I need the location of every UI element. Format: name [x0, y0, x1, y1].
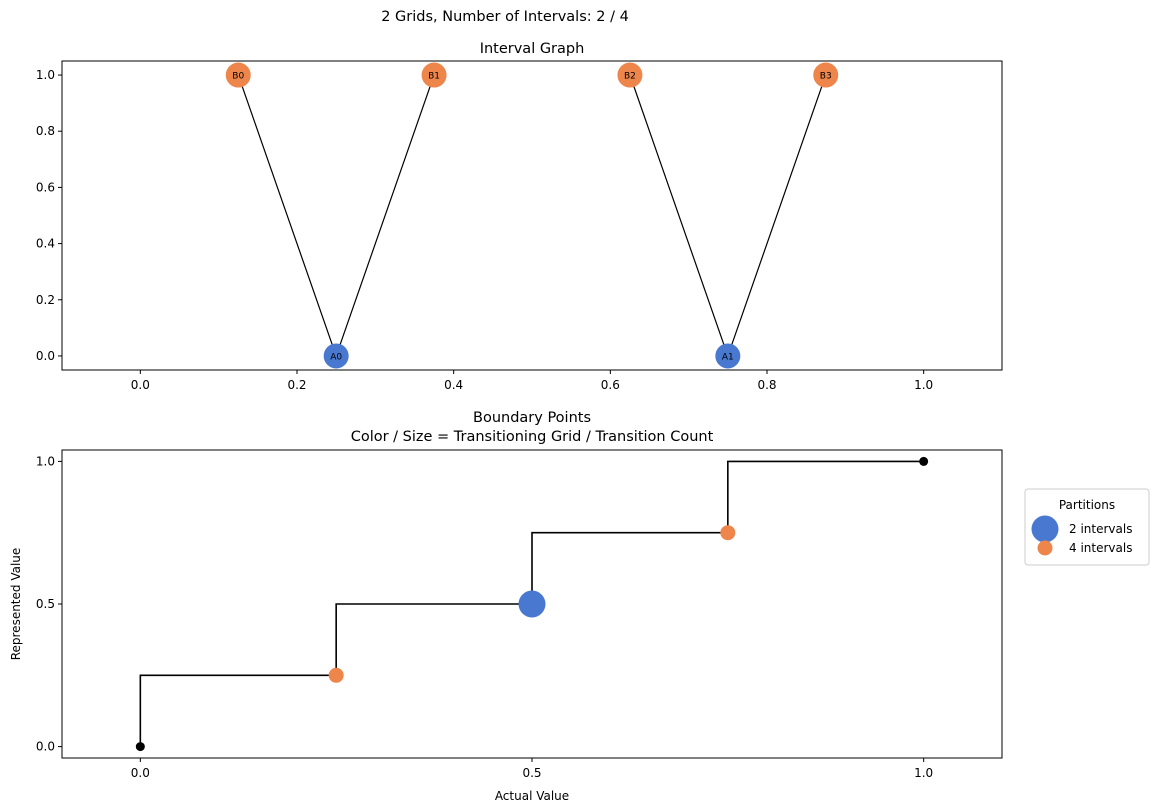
interval-graph-x-tick-label: 0.4 [444, 378, 463, 392]
y-axis-label: Represented Value [9, 548, 23, 661]
partitions-legend: Partitions 2 intervals 4 intervals [1024, 488, 1150, 566]
interval-graph-y-tick-label: 0.4 [36, 237, 55, 251]
interval-graph-y-tick-label: 1.0 [36, 68, 55, 82]
boundary-points-x-tick-label: 1.0 [914, 766, 933, 780]
boundary-points-x-tick-label: 0.0 [131, 766, 150, 780]
graph-node [323, 343, 349, 369]
interval-graph-x-tick-label: 0.8 [757, 378, 776, 392]
boundary-points-y-tick-label: 1.0 [36, 454, 55, 468]
boundary-points-x-tick-label: 0.5 [522, 766, 541, 780]
graph-node [617, 62, 643, 88]
interval-graph-x-tick-label: 0.0 [131, 378, 150, 392]
boundary-points-y-tick-label: 0.5 [36, 597, 55, 611]
transition-point [518, 590, 546, 618]
legend-box [1024, 488, 1150, 566]
legend-label: 4 intervals [1069, 541, 1132, 555]
graph-node-label: B0 [232, 72, 244, 82]
interval-graph-y-tick-label: 0.2 [36, 293, 55, 307]
boundary-points-axes: Boundary Points Color / Size = Transition… [9, 410, 1003, 803]
transition-point [720, 525, 736, 541]
x-axis-label: Actual Value [495, 789, 569, 803]
graph-node [421, 62, 447, 88]
graph-edge [727, 74, 827, 357]
interval-graph-x-tick-label: 0.6 [601, 378, 620, 392]
graph-node-label: A1 [722, 352, 734, 362]
graph-node [225, 62, 251, 88]
interval-graph-frame [61, 60, 1003, 371]
interval-graph-axes: Interval Graph 0.0 0.2 0.4 0.6 0.8 1.0 0.0 0.2 0.… [36, 41, 1003, 392]
interval-graph-x-tick-label: 1.0 [914, 378, 933, 392]
interval-graph-y-tick-label: 0.6 [36, 180, 55, 194]
graph-node-label: B3 [820, 72, 832, 82]
endpoint-marker [919, 456, 929, 466]
interval-graph-y-tick-label: 0.8 [36, 124, 55, 138]
graph-node-label: A0 [330, 352, 342, 362]
boundary-points-subtitle: Color / Size = Transitioning Grid / Tran… [351, 429, 714, 445]
graph-node [813, 62, 839, 88]
graph-node [715, 343, 741, 369]
graph-edge [335, 74, 435, 357]
legend-title: Partitions [1059, 498, 1115, 512]
interval-graph-x-tick-label: 0.2 [287, 378, 306, 392]
boundary-points-y-tick-label: 0.0 [36, 740, 55, 754]
figure-suptitle: 2 Grids, Number of Intervals: 2 / 4 [381, 9, 629, 25]
graph-edge [237, 74, 337, 357]
legend-marker [1031, 515, 1059, 543]
legend-marker [1037, 540, 1053, 556]
interval-graph-y-tick-label: 0.0 [36, 349, 55, 363]
graph-node-label: B1 [428, 72, 440, 82]
transition-point [328, 667, 344, 683]
graph-edge [629, 74, 729, 357]
boundary-points-title: Boundary Points [473, 410, 591, 426]
legend-label: 2 intervals [1069, 522, 1132, 536]
graph-node-label: B2 [624, 72, 636, 82]
endpoint-marker [135, 742, 145, 752]
interval-graph-title: Interval Graph [480, 41, 585, 57]
